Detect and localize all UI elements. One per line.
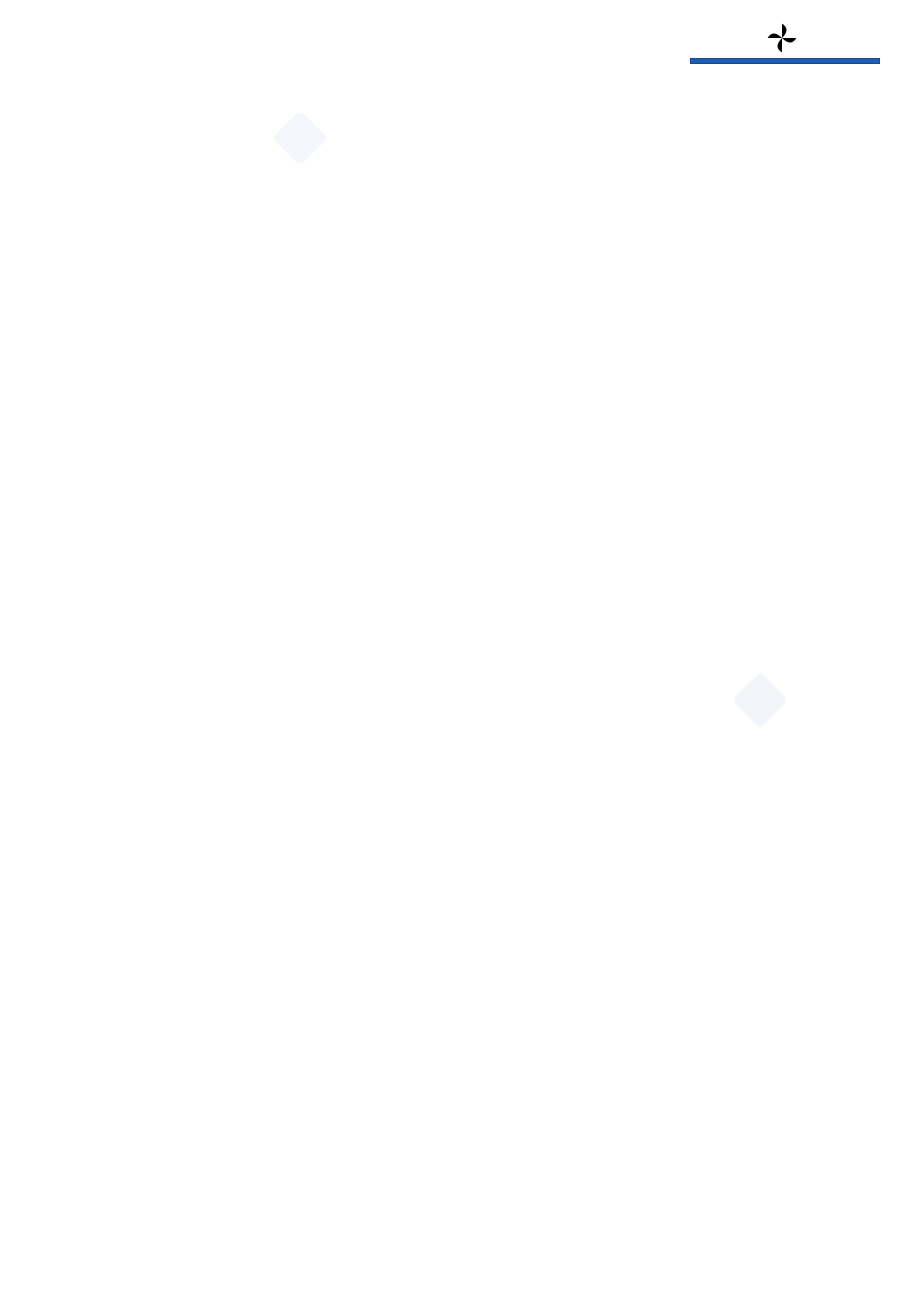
logo-banner <box>690 58 880 64</box>
site-logo <box>690 20 880 64</box>
watermark-diamond-icon <box>732 672 789 729</box>
pinwheel-icon <box>764 20 800 56</box>
org-chart <box>100 120 820 800</box>
org-chart-lines <box>100 120 820 800</box>
logo-top-row <box>690 20 880 56</box>
